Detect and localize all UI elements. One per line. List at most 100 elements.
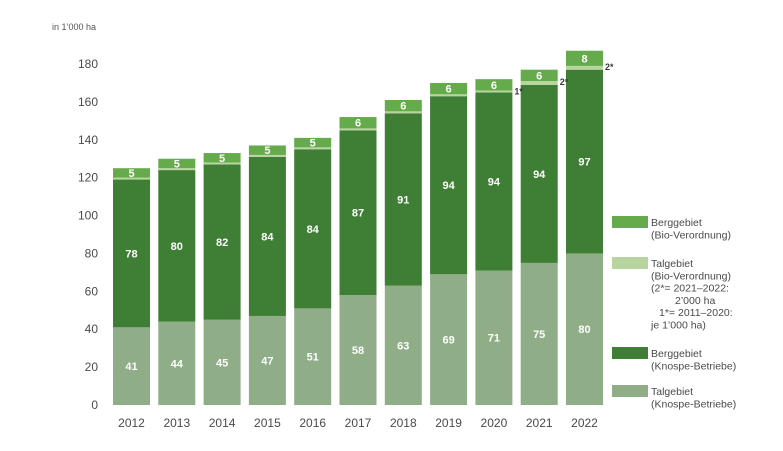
unit-label: in 1’000 ha [52,22,96,32]
bar-segment [384,99,422,112]
data-label: 91 [397,194,409,206]
y-tick-label: 100 [78,209,98,223]
data-label: 5 [128,168,134,180]
data-label: 58 [352,345,364,357]
x-tick-label: 2013 [163,416,190,430]
bar-segment [203,153,241,163]
legend-label: Talgebiet [651,386,693,398]
bar-segment [520,262,558,405]
bar-segment [430,82,468,95]
bar-segment [158,321,196,405]
y-tick-label: 60 [85,284,99,298]
bar-group-2013: 44 80 5 [158,158,196,405]
bar-segment [113,179,150,328]
bar-segment [294,149,332,309]
bar-segment [475,79,513,91]
x-tick-label: 2021 [526,416,553,430]
bar-segment [339,128,377,131]
data-label: 5 [310,138,316,150]
bar-group-2015: 47 84 5 [248,145,286,405]
y-tick-label: 20 [85,360,99,374]
data-label: 51 [307,352,319,364]
bar-group-2021: 75 94 6 [520,69,558,405]
bar-segment [158,158,196,169]
annotation-label: 2* [605,62,614,72]
bar-segment [248,156,286,316]
legend-label: (Knospe-Betriebe) [651,398,736,410]
bar-segment [158,168,196,171]
bar-segment [475,92,513,271]
data-label: 71 [488,333,500,345]
data-label: 82 [216,237,228,249]
bar-segment [384,285,422,405]
bar-segment [566,65,603,70]
data-label: 8 [581,53,587,65]
data-label: 84 [261,231,274,243]
bar-group-2016: 51 84 5 [294,137,332,405]
bar-segment [566,50,603,66]
bar-segment [384,113,422,286]
annotation-label: 2* [560,77,569,87]
y-tick-label: 160 [78,95,98,109]
legend-swatch [612,385,648,397]
bar-segment [294,137,332,148]
data-label: 6 [536,70,542,82]
data-label: 87 [352,208,364,220]
legend: Berggebiet(Bio-Verordnung)Talgebiet(Bio-… [612,216,736,410]
bar-segment [339,130,377,296]
legend-label: Berggebiet [651,217,702,229]
data-label: 6 [446,84,452,96]
bar-group-2022: 80 97 8 [566,50,603,405]
bar-segment [520,84,558,263]
data-label: 69 [442,335,454,347]
y-tick-label: 40 [85,322,99,336]
bar-segment [113,327,150,405]
x-tick-label: 2015 [254,416,281,430]
bars: 4178544805458254784551845588766391669946… [113,50,614,405]
x-tick-label: 2019 [435,416,462,430]
bar-segment [158,170,196,322]
data-label: 5 [174,158,180,170]
x-tick-label: 2016 [299,416,326,430]
bar-group-2019: 69 94 6 [430,82,468,405]
bar-group-2020: 71 94 6 [475,79,513,405]
data-label: 44 [171,358,184,370]
data-label: 80 [578,324,590,336]
annotation-label: 1* [514,87,523,97]
legend-swatch [612,347,648,359]
data-label: 5 [264,145,270,157]
bar-segment [430,96,468,275]
bar-segment [430,94,468,97]
y-tick-label: 120 [78,171,98,185]
x-tick-label: 2014 [209,416,236,430]
data-label: 41 [125,361,137,373]
x-tick-label: 2012 [118,416,145,430]
legend-label: Talgebiet [651,258,693,270]
bar-segment [203,162,241,165]
data-label: 78 [125,248,137,260]
data-label: 6 [400,101,406,113]
data-label: 45 [216,357,228,369]
bar-segment [475,90,513,93]
legend-label: (Bio-Verordnung) [651,270,731,282]
data-label: 80 [171,241,183,253]
bar-group-2017: 58 87 6 [339,117,377,405]
y-tick-label: 180 [78,57,98,71]
data-label: 5 [219,153,225,165]
x-tick-label: 2018 [390,416,417,430]
legend-swatch [612,257,648,269]
data-label: 94 [442,180,455,192]
y-axis: 0 20 40 60 80 100 120 140 160 180 [78,57,98,412]
bar-group-2012: 41 78 5 [113,168,150,405]
data-label: 6 [491,80,497,92]
data-label: 47 [261,355,273,367]
data-label: 84 [307,224,320,236]
bar-segment [113,177,150,180]
data-label: 75 [533,329,545,341]
legend-label: 2’000 ha [675,295,715,307]
x-tick-label: 2020 [481,416,508,430]
bar-segment [384,111,422,114]
legend-label: Berggebiet [651,348,702,360]
bar-segment [339,117,377,129]
